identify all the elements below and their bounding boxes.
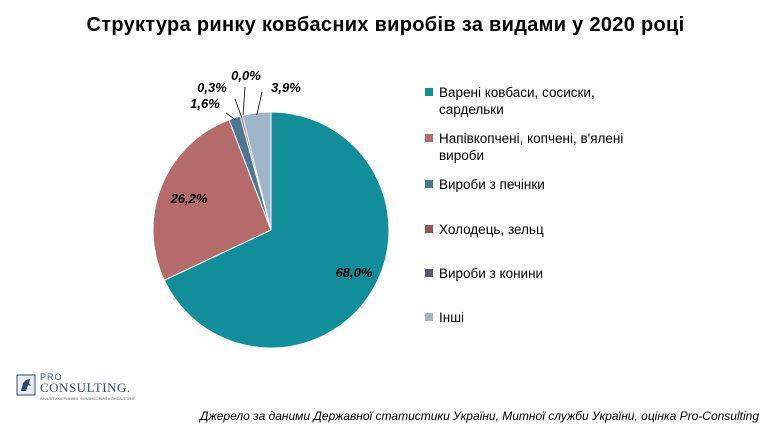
source-note: Джерело за даними Державної статистики У… <box>200 409 759 423</box>
logo-pro-text: PRO <box>40 372 63 382</box>
leader-line-5 <box>256 91 263 115</box>
leader-line-3 <box>234 98 243 118</box>
legend-label: Інші <box>439 310 465 325</box>
legend-swatch <box>425 225 433 233</box>
leader-line-2 <box>225 112 236 121</box>
leader-line-4 <box>242 86 246 118</box>
legend-label: Холодець, зельц <box>439 222 544 237</box>
pro-consulting-logo: PRO CONSULTING. АНАЛІТИКА РИНКІВ. ФІНАНС… <box>16 372 146 402</box>
legend-swatch <box>425 180 433 188</box>
legend-item-4: Вироби з конини <box>425 265 655 282</box>
pie-slice-1 <box>152 119 272 281</box>
legend-swatch <box>425 134 433 142</box>
legend-item-5: Інші <box>425 309 655 326</box>
pie-slice-0 <box>163 111 390 349</box>
logo-tagline: АНАЛІТИКА РИНКІВ. ФІНАНСОВИЙ КОНСАЛТИНГ <box>40 396 136 401</box>
horse-emblem-icon <box>16 374 36 396</box>
data-label-2: 1,6% <box>190 96 220 111</box>
data-label-0: 68,0% <box>336 265 373 280</box>
legend-swatch <box>425 313 433 321</box>
legend-label: Вироби з печінки <box>439 177 545 192</box>
legend-swatch <box>425 88 433 96</box>
legend-label: Напівкопчені, копчені, в'ялені вироби <box>439 131 624 163</box>
data-label-4: 0,0% <box>231 68 261 83</box>
legend-item-1: Напівкопчені, копчені, в'ялені вироби <box>425 130 655 164</box>
legend-swatch <box>425 269 433 277</box>
pie-slice-5 <box>241 111 272 231</box>
legend-item-0: Варені ковбаси, сосиски, сардельки <box>425 84 655 118</box>
data-label-3: 0,3% <box>197 80 227 95</box>
data-label-1: 26,2% <box>170 191 208 206</box>
legend-item-3: Холодець, зельц <box>425 221 655 238</box>
legend-item-2: Вироби з печінки <box>425 176 655 193</box>
data-label-5: 3,9% <box>271 80 301 95</box>
legend-label: Варені ковбаси, сосиски, сардельки <box>439 85 595 117</box>
logo-name-text: CONSULTING. <box>40 380 131 395</box>
legend-label: Вироби з конини <box>439 266 544 281</box>
chart-title: Структура ринку ковбасних виробів за вид… <box>86 14 685 36</box>
